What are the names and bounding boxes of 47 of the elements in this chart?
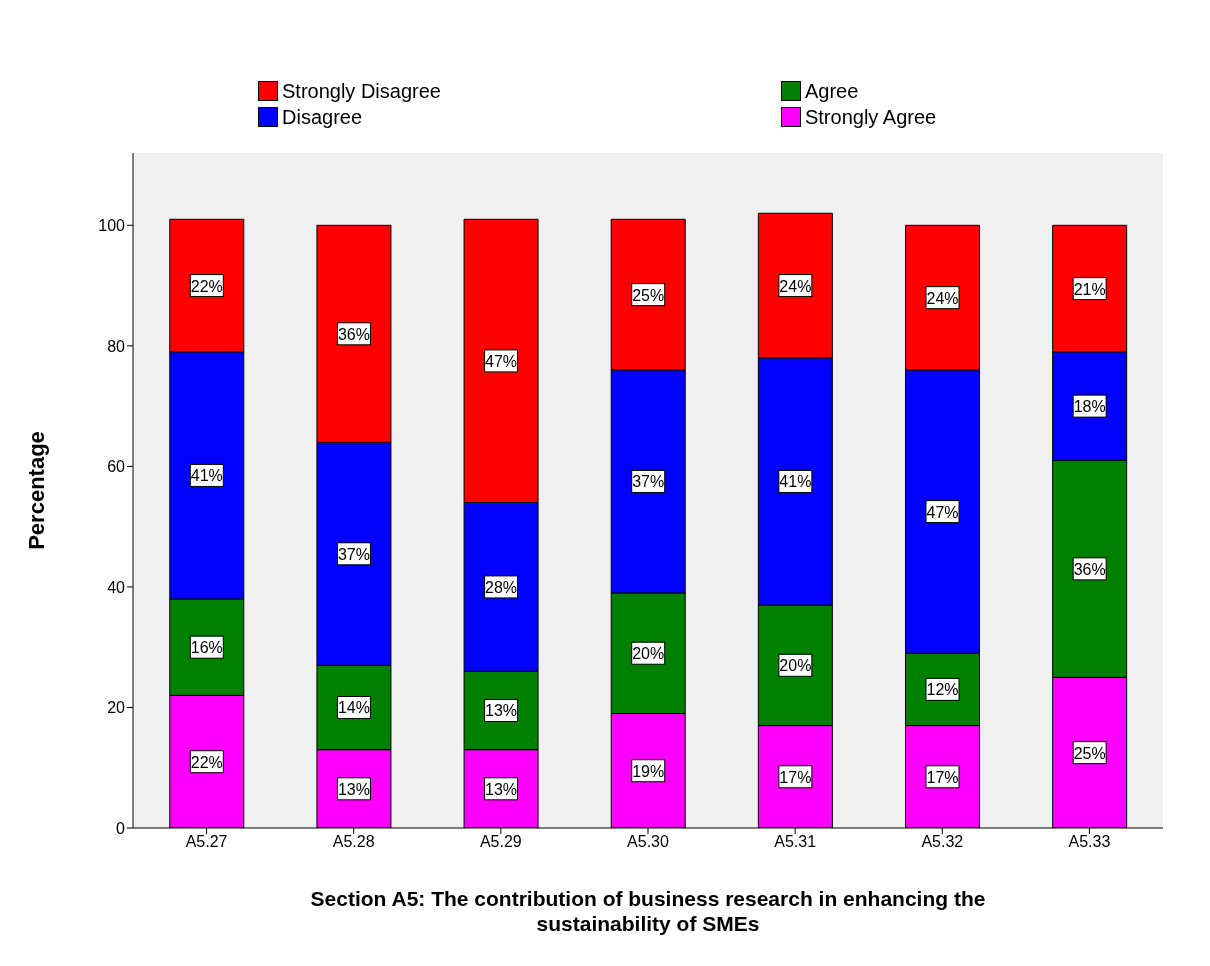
legend-label: Strongly Disagree: [282, 79, 441, 103]
data-label: 16%: [190, 639, 223, 657]
legend-label: Strongly Agree: [804, 105, 937, 129]
data-label: 17%: [926, 768, 959, 786]
y-tick-label: 100: [98, 217, 126, 234]
y-tick-label: 20: [107, 699, 126, 717]
data-label: 18%: [1073, 398, 1106, 416]
data-label: 36%: [1073, 560, 1106, 578]
x-axis-title: Section A5: The contribution of business research in enhancing the sustainability of SMEs: [310, 887, 986, 935]
x-tick-label: A5.28: [332, 833, 375, 851]
x-tick-label: A5.31: [774, 833, 817, 851]
y-tick-label: 0: [116, 819, 126, 837]
data-label: 22%: [190, 277, 223, 295]
data-label: 24%: [926, 289, 959, 307]
y-tick-label: 60: [107, 458, 126, 476]
data-label: 25%: [632, 286, 665, 304]
data-label: 22%: [190, 753, 223, 771]
x-tick-label: A5.32: [921, 833, 964, 851]
data-label: 17%: [779, 768, 812, 786]
data-label: 47%: [926, 503, 959, 521]
data-label: 13%: [485, 780, 518, 798]
data-label: 37%: [632, 473, 665, 491]
x-tick-label: A5.27: [185, 833, 228, 851]
y-axis-title: Percentage: [23, 431, 49, 550]
data-label: 36%: [337, 325, 370, 343]
data-label: 20%: [779, 657, 812, 675]
data-label: 41%: [779, 473, 812, 491]
x-tick-label: A5.33: [1068, 833, 1111, 851]
legend-label: Agree: [804, 79, 859, 103]
y-tick-label: 80: [107, 337, 126, 355]
data-label: 12%: [926, 681, 959, 699]
data-label: 13%: [337, 780, 370, 798]
data-label: 24%: [779, 277, 812, 295]
data-label: 19%: [632, 762, 665, 780]
data-label: 13%: [485, 702, 518, 720]
legend-label: Disagree: [282, 105, 363, 129]
data-label: 41%: [190, 467, 223, 485]
data-label: 25%: [1073, 744, 1106, 762]
data-label: 21%: [1073, 280, 1106, 298]
data-label: 14%: [337, 699, 370, 717]
data-label: 47%: [485, 352, 518, 370]
data-label: 28%: [485, 578, 518, 596]
data-label: 37%: [337, 545, 370, 563]
x-tick-label: A5.29: [479, 833, 522, 851]
x-tick-label: A5.30: [627, 833, 670, 851]
data-label: 20%: [632, 645, 665, 663]
y-tick-label: 40: [107, 578, 126, 596]
